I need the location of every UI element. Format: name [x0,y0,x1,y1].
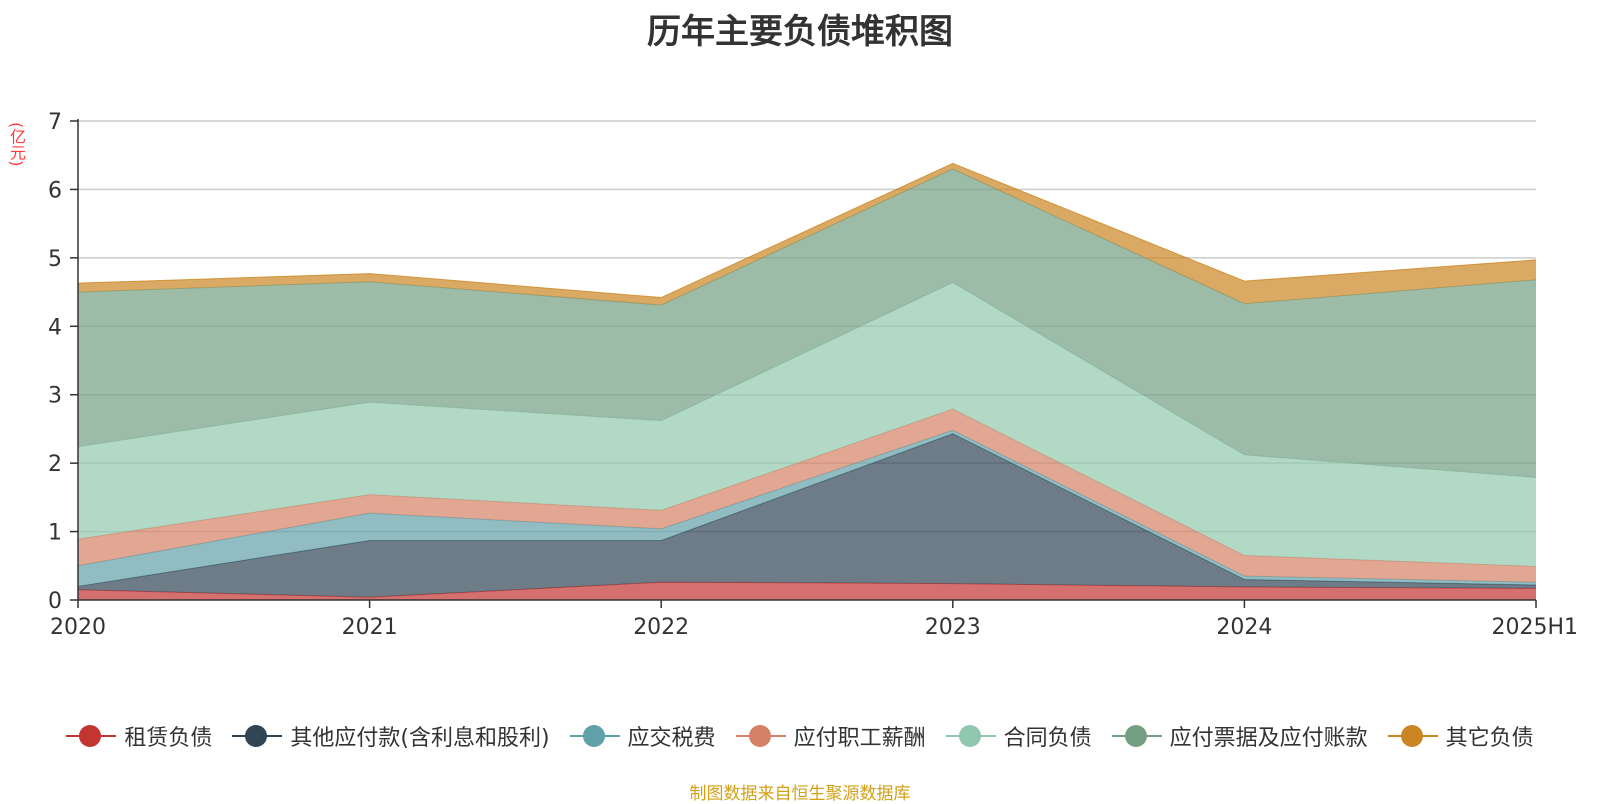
legend-label: 租赁负债 [124,726,213,751]
legend-item-7[interactable]: 其它负债 [1387,720,1534,752]
y-tick-label: 4 [48,315,62,340]
series-line-7 [77,162,1537,299]
legend-label: 应付职工薪酬 [793,726,926,751]
area-series-5 [78,282,1536,567]
area-series-6 [78,168,1536,478]
x-tick-label: 2022 [633,615,689,640]
legend-marker [1387,724,1438,748]
chart-title: 历年主要负债堆积图 [647,12,953,52]
x-tick-label: 2025H1 [1491,615,1578,640]
legend-item-2[interactable]: 其他应付款(含利息和股利) [232,720,550,752]
legend-marker [66,724,117,748]
series-line-1 [77,581,1537,598]
tick-labels: 0 1 2 3 4 5 6 7 2020 2021 2022 2023 2024 2025H1 [48,110,1578,640]
area-series-1 [78,582,1536,600]
area-series-2 [78,433,1536,598]
y-tick-label: 7 [48,110,62,135]
legend-marker [569,724,620,748]
y-tick-label: 0 [48,589,62,614]
legend-label: 其他应付款(含利息和股利) [290,726,550,751]
legend-item-6[interactable]: 应付票据及应付账款 [1111,720,1368,752]
legend-label: 应交税费 [627,726,716,751]
x-tick-label: 2021 [342,615,398,640]
legend-marker [735,724,786,748]
y-tick-label: 1 [48,521,62,546]
stacked-area-chart: 0 1 2 3 4 5 6 7 2020 2021 2022 2023 2024 2025H1 [48,110,1578,640]
area-series-7 [78,163,1536,306]
y-tick-label: 2 [48,452,62,477]
y-axis-unit-label: (亿元) [7,122,26,167]
area-series-4 [78,409,1536,583]
legend-item-4[interactable]: 应付职工薪酬 [735,720,926,752]
legend-marker [1111,724,1162,748]
legend-label: 其它负债 [1445,726,1534,751]
x-tick-label: 2024 [1216,615,1272,640]
legend: 租赁负债 其他应付款(含利息和股利) 应交税费 应付职工薪酬 合同负债 应付票据及应付账款… [0,718,1600,754]
legend-marker [232,724,283,748]
source-note: 制图数据来自恒生聚源数据库 [689,784,911,804]
legend-marker [945,724,996,748]
legend-item-3[interactable]: 应交税费 [569,720,716,752]
legend-item-5[interactable]: 合同负债 [945,720,1092,752]
legend-label: 应付票据及应付账款 [1169,726,1368,751]
area-series [77,162,1537,600]
y-tick-label: 5 [48,247,62,272]
legend-item-1[interactable]: 租赁负债 [66,720,212,752]
legend-label: 合同负债 [1003,726,1092,751]
y-tick-label: 6 [48,178,62,203]
x-tick-label: 2020 [50,615,106,640]
axes [70,119,1537,608]
x-tick-label: 2023 [925,615,981,640]
y-tick-label: 3 [48,384,62,409]
